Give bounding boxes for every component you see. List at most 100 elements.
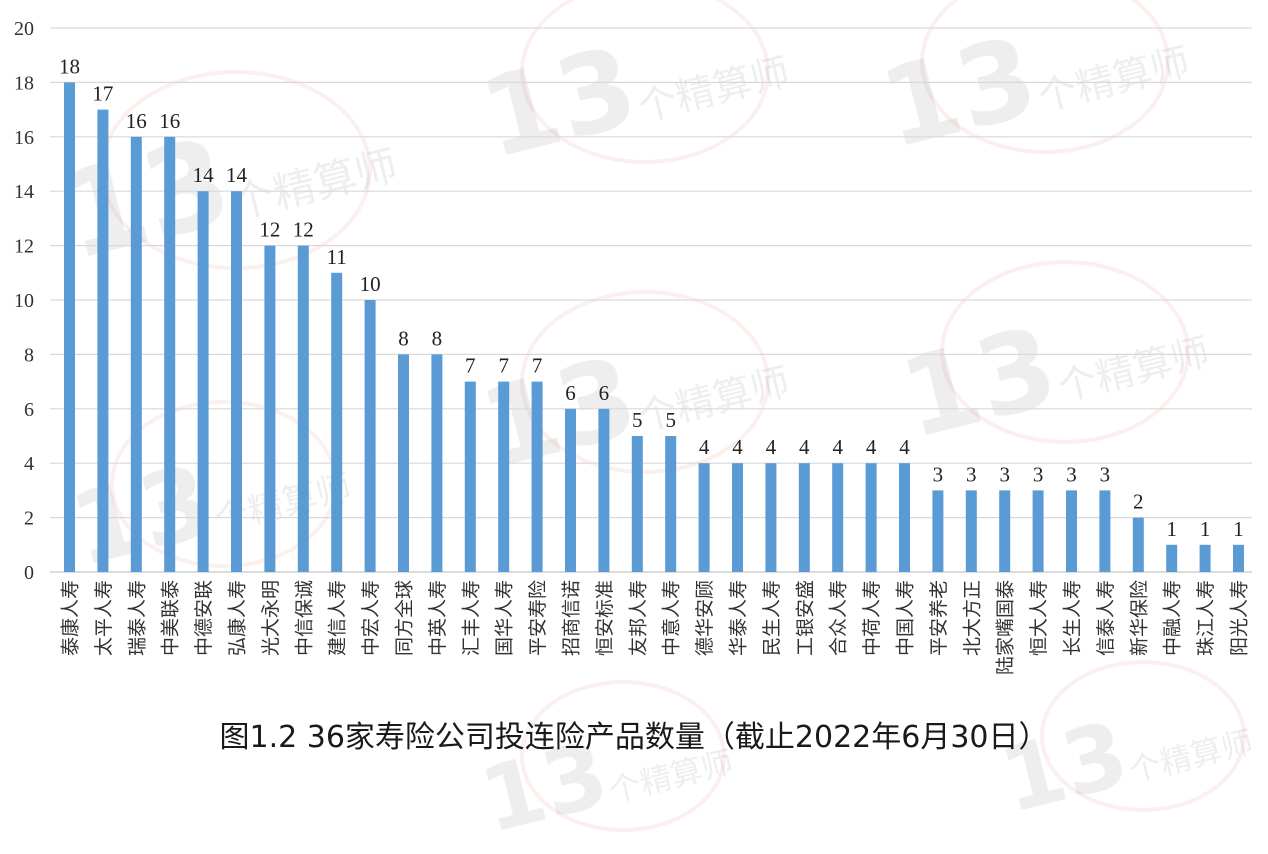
category-label: 德华安顾: [694, 580, 716, 656]
data-label: 3: [999, 462, 1010, 486]
bar: [631, 436, 643, 572]
y-tick-label: 8: [24, 344, 34, 366]
bar: [765, 463, 777, 572]
chart-title: 图1.2 36家寿险公司投连险产品数量（截止2022年6月30日）: [219, 720, 1049, 755]
category-label: 招商信诺: [561, 580, 583, 656]
category-label: 珠江人寿: [1195, 580, 1217, 656]
data-label: 1: [1166, 517, 1177, 541]
bar: [832, 463, 844, 572]
category-label: 光大永明: [260, 580, 282, 656]
bar: [364, 300, 376, 572]
data-label: 4: [799, 435, 810, 459]
category-label: 友邦人寿: [627, 580, 649, 656]
category-label: 中德安联: [193, 580, 215, 656]
y-tick-label: 14: [14, 181, 34, 203]
data-label: 4: [732, 435, 743, 459]
data-label: 3: [966, 462, 977, 486]
bar: [97, 109, 109, 572]
y-tick-label: 10: [14, 290, 34, 312]
data-label: 5: [665, 408, 676, 432]
category-label: 平安寿险: [527, 580, 549, 656]
category-label: 合众人寿: [828, 580, 850, 656]
y-tick-label: 20: [14, 18, 34, 40]
bar: [1066, 490, 1077, 572]
y-tick-label: 16: [14, 127, 34, 149]
data-label: 12: [259, 218, 280, 242]
bar: [264, 245, 276, 572]
category-label: 弘康人寿: [227, 580, 249, 656]
data-label: 11: [327, 245, 347, 269]
data-label: 8: [398, 326, 409, 350]
data-label: 4: [866, 435, 877, 459]
bar: [1099, 490, 1111, 572]
category-label: 新华保险: [1128, 580, 1150, 656]
data-label: 6: [599, 381, 610, 405]
category-label: 中荷人寿: [861, 580, 883, 656]
category-label: 中美联泰: [160, 580, 182, 656]
bar: [665, 436, 677, 572]
bar: [498, 381, 510, 572]
data-label: 1: [1233, 517, 1244, 541]
y-tick-label: 12: [14, 236, 34, 258]
category-label: 华泰人寿: [728, 580, 750, 656]
bar: [464, 381, 476, 572]
data-label: 3: [1066, 462, 1077, 486]
data-label: 3: [933, 462, 944, 486]
y-tick-label: 4: [24, 453, 34, 475]
bar: [64, 82, 75, 573]
bar-series: [64, 82, 1244, 573]
category-label: 恒大人寿: [1028, 580, 1050, 656]
category-label: 中国人寿: [895, 580, 917, 656]
bar: [531, 381, 543, 572]
category-label: 恒安标准: [594, 580, 616, 656]
bar: [1199, 544, 1211, 572]
bar: [398, 354, 409, 572]
data-label: 4: [699, 435, 710, 459]
bar: [297, 245, 309, 572]
data-label: 5: [632, 408, 643, 432]
bar: [331, 272, 343, 572]
bar: [565, 408, 576, 572]
bar: [899, 463, 910, 572]
category-label: 北大方正: [961, 580, 983, 656]
data-label: 7: [465, 354, 476, 378]
category-label: 中信保诚: [293, 580, 315, 656]
data-label: 4: [832, 435, 843, 459]
data-label: 3: [1033, 462, 1044, 486]
bar: [1032, 490, 1044, 572]
data-label: 14: [193, 163, 215, 187]
category-label: 瑞泰人寿: [126, 580, 148, 656]
data-label: 10: [360, 272, 381, 296]
data-label: 8: [432, 326, 443, 350]
category-label: 阳光人寿: [1229, 580, 1251, 656]
data-label: 7: [532, 354, 543, 378]
bar: [1132, 517, 1144, 572]
bar: [197, 191, 209, 572]
category-label: 工银安盛: [794, 580, 816, 656]
data-label: 4: [766, 435, 777, 459]
data-label: 6: [565, 381, 576, 405]
data-label: 1: [1200, 517, 1211, 541]
data-label: 12: [293, 218, 314, 242]
bar: [598, 408, 610, 572]
bar: [932, 490, 944, 572]
data-label: 16: [126, 109, 147, 133]
bar: [865, 463, 877, 572]
bar: [1166, 544, 1178, 572]
category-label: 建信人寿: [327, 580, 349, 656]
data-label: 16: [159, 109, 180, 133]
category-label: 陆家嘴国泰: [995, 580, 1017, 675]
data-label: 14: [226, 163, 248, 187]
y-axis-ticks: 0 2 4 6 8 10 12 14 16 18 20: [14, 18, 34, 584]
data-label: 18: [59, 54, 80, 78]
data-label: 4: [899, 435, 910, 459]
bar: [130, 136, 142, 573]
bar: [164, 136, 176, 573]
category-label: 太平人寿: [93, 580, 115, 656]
category-label: 汇丰人寿: [460, 580, 482, 656]
y-tick-label: 2: [24, 508, 34, 530]
category-label: 中意人寿: [661, 580, 683, 656]
bar: [732, 463, 743, 572]
